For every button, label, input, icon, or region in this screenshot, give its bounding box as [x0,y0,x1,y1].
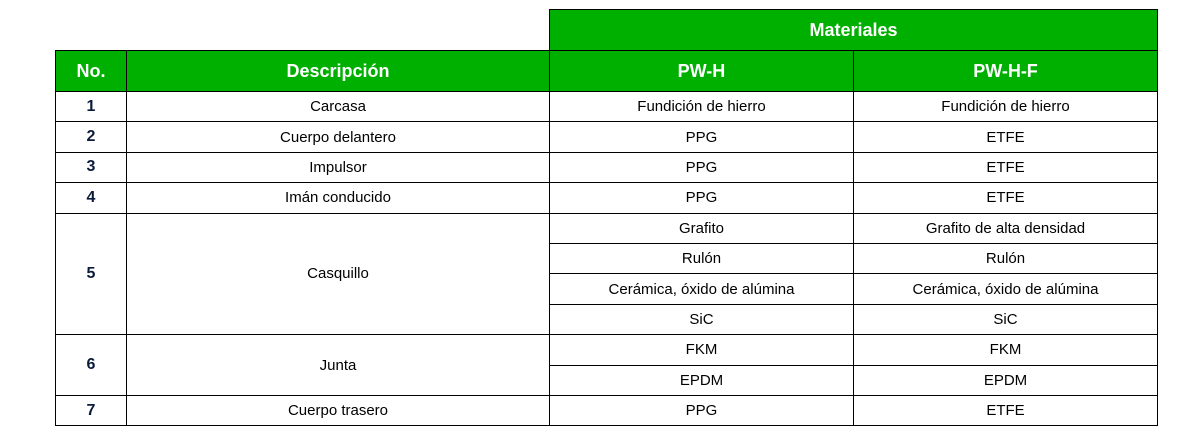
table-row: 3 Impulsor PPG ETFE [55,151,1158,184]
item-description: Casquillo [126,212,550,336]
col-header-pw-h: PW-H [549,50,854,92]
item-number: 6 [55,334,127,396]
materials-table: Materiales No. Descripción PW-H PW-H-F 1… [55,9,1158,427]
material-pw-h-f: FKM [853,334,1158,366]
table-row: 6 Junta FKM FKM [55,334,1158,396]
col-header-pw-h-f: PW-H-F [853,50,1158,92]
table-row: EPDM EPDM [56,364,1158,396]
item-number: 5 [55,212,127,336]
material-pw-h-f: ETFE [853,182,1158,214]
table-body: 1 Carcasa Fundición de hierro Fundición de … [55,90,1158,427]
material-pw-h-f: Cerámica, óxido de alúmina [853,273,1158,305]
item-description: Cuerpo trasero [126,394,550,427]
item-description: Imán conducido [126,182,550,214]
material-pw-h-f: ETFE [853,151,1158,184]
material-pw-h: PPG [549,394,854,427]
material-pw-h: Fundición de hierro [549,90,854,123]
material-pw-h: SiC [549,303,854,336]
item-description: Cuerpo delantero [126,121,550,153]
material-pw-h-f: Grafito de alta densidad [853,212,1158,244]
item-description: Carcasa [126,90,550,123]
material-pw-h-f: Rulón [853,242,1158,275]
material-pw-h: EPDM [549,364,854,396]
material-pw-h: PPG [549,121,854,153]
materials-group-header: Materiales [549,9,1158,51]
material-pw-h: FKM [549,334,854,366]
table-row: 5 Casquillo Grafito Grafito de alta densida… [55,212,1158,336]
item-number: 4 [55,182,127,214]
material-pw-h-f: ETFE [853,394,1158,427]
col-header-no: No. [55,50,127,92]
material-pw-h: Cerámica, óxido de alúmina [549,273,854,305]
table-row: 1 Carcasa Fundición de hierro Fundición de … [55,90,1158,123]
item-number: 3 [55,151,127,184]
item-number: 7 [55,394,127,427]
table-row: 2 Cuerpo delantero PPG ETFE [55,121,1158,153]
material-pw-h: Grafito [549,212,854,244]
table-row: SiC SiC [56,303,1158,336]
col-header-description: Descripción [126,50,550,92]
material-pw-h-f: ETFE [853,121,1158,153]
item-description: Junta [126,334,550,396]
material-pw-h: PPG [549,151,854,184]
material-pw-h: PPG [549,182,854,214]
table-row: Cerámica, óxido de alúmina Cerámica, óxid… [56,273,1158,305]
item-number: 1 [55,90,127,123]
material-pw-h-f: Fundición de hierro [853,90,1158,123]
material-pw-h-f: SiC [853,303,1158,336]
table-row: 7 Cuerpo trasero PPG ETFE [55,394,1158,427]
item-number: 2 [55,121,127,153]
material-pw-h-f: EPDM [853,364,1158,396]
blank-corner [55,9,550,51]
table-row: Rulón Rulón [56,242,1158,275]
table-row: 4 Imán conducido PPG ETFE [55,182,1158,214]
material-pw-h: Rulón [549,242,854,275]
item-description: Impulsor [126,151,550,184]
